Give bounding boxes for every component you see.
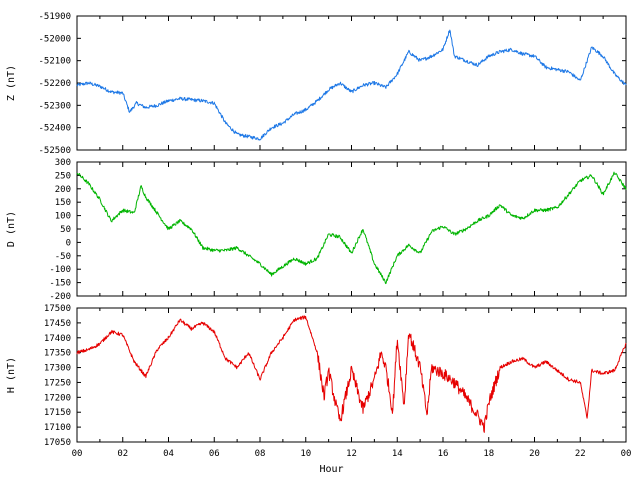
x-tick-label: 02: [117, 449, 128, 459]
y-axis-label: Z (nT): [6, 65, 17, 101]
x-tick-label: 06: [209, 449, 220, 459]
y-tick-label: 17100: [44, 423, 71, 433]
y-tick-label: -51900: [38, 12, 71, 22]
y-tick-label: -52500: [38, 146, 71, 156]
y-tick-label: 17200: [44, 393, 71, 403]
x-tick-label: 22: [575, 449, 586, 459]
y-tick-label: 17400: [44, 334, 71, 344]
x-tick-label: 08: [255, 449, 266, 459]
y-axis-label: H (nT): [6, 357, 17, 393]
y-tick-label: -52200: [38, 79, 71, 89]
x-tick-label: 00: [72, 449, 83, 459]
y-tick-label: -52400: [38, 124, 71, 134]
x-tick-label: 18: [483, 449, 494, 459]
panel-frame-2: [76, 307, 627, 443]
y-tick-label: 17300: [44, 364, 71, 374]
series-line-0: [76, 29, 627, 141]
panel-frame-1: [76, 161, 627, 297]
y-tick-label: 17450: [44, 319, 71, 329]
x-tick-label: 12: [346, 449, 357, 459]
y-tick-label: 17500: [44, 304, 71, 314]
y-axis-label: D (nT): [6, 211, 17, 247]
x-tick-label: 20: [529, 449, 540, 459]
x-tick-label: 00: [621, 449, 632, 459]
y-tick-label: -50: [55, 252, 71, 262]
y-tick-label: 250: [55, 171, 71, 181]
x-tick-label: 10: [300, 449, 311, 459]
y-tick-label: -200: [49, 292, 71, 302]
x-tick-label: 04: [163, 449, 174, 459]
y-tick-label: -150: [49, 279, 71, 289]
x-axis-label: Hour: [319, 464, 343, 475]
y-tick-label: -52300: [38, 101, 71, 111]
y-tick-label: -52100: [38, 57, 71, 67]
y-tick-label: 200: [55, 185, 71, 195]
y-tick-label: 17050: [44, 438, 71, 448]
y-tick-label: 50: [60, 225, 71, 235]
series-line-2: [76, 315, 627, 433]
y-tick-label: 300: [55, 158, 71, 168]
y-tick-label: 17250: [44, 378, 71, 388]
y-tick-label: -100: [49, 265, 71, 275]
y-tick-label: 100: [55, 212, 71, 222]
panel-frame-0: [76, 15, 627, 151]
y-tick-label: 0: [66, 238, 71, 248]
x-tick-label: 16: [438, 449, 449, 459]
y-tick-label: -52000: [38, 34, 71, 44]
y-tick-label: 17350: [44, 349, 71, 359]
y-tick-label: 17150: [44, 408, 71, 418]
x-tick-label: 14: [392, 449, 403, 459]
y-tick-label: 150: [55, 198, 71, 208]
series-line-1: [76, 171, 627, 285]
